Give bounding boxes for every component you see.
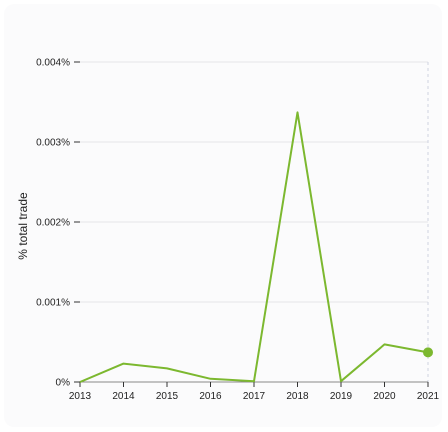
x-tick-label: 2018	[286, 391, 309, 402]
y-tick-label: 0%	[56, 378, 71, 389]
series-layer	[79, 111, 433, 383]
line-chart: 0%0.001%0.002%0.003%0.004% 2013 2014 2015 2…	[16, 58, 440, 403]
y-axis: 0% 0.001% 0.002% 0.003% 0.004%	[36, 58, 80, 389]
x-tick-label: 2020	[373, 391, 396, 402]
series-line	[79, 111, 429, 383]
y-tick-label: 0.002%	[36, 218, 70, 229]
y-axis-title: % total trade	[16, 192, 30, 260]
x-tick-label: 2016	[199, 391, 222, 402]
x-tick-label: 2021	[417, 391, 440, 402]
y-tick-label: 0.004%	[36, 58, 70, 69]
x-tick-label: 2014	[112, 391, 135, 402]
y-tick-label: 0.001%	[36, 298, 70, 309]
x-tick-label: 2017	[243, 391, 266, 402]
chart-card: 0% 0.001% 0.002% 0.003% 0.004% 2013 2014 2015 2…	[4, 4, 442, 427]
y-tick-label: 0.003%	[36, 138, 70, 149]
x-tick-label: 2019	[330, 391, 353, 402]
grid-lines	[80, 61, 429, 382]
x-tick-label: 2013	[69, 391, 92, 402]
x-axis: 2013 2014 2015 2016 2017 2018 2019 2020 2021	[69, 381, 440, 402]
x-tick-label: 2015	[156, 391, 179, 402]
last-point-marker	[423, 347, 433, 358]
